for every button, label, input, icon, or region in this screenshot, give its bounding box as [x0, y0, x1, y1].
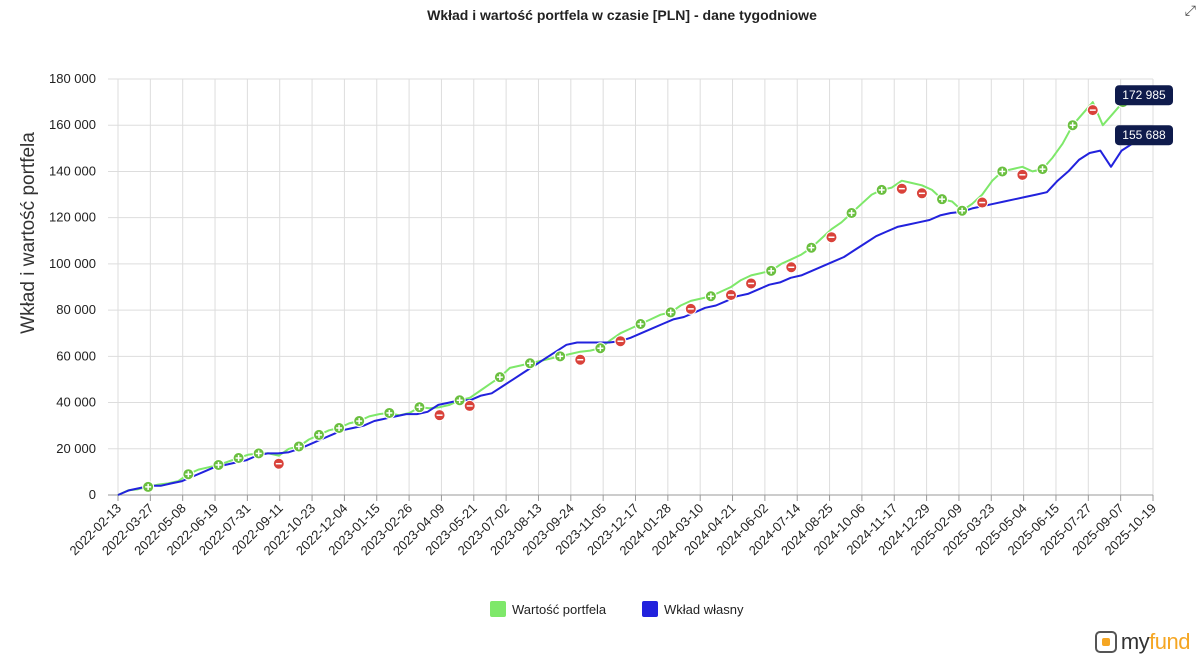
buy-marker: [333, 421, 346, 434]
sell-marker: [1086, 104, 1099, 117]
y-tick-label: 140 000: [49, 163, 96, 178]
brand-logo: myfund: [1094, 629, 1191, 655]
markers: [142, 96, 1129, 493]
portfolio-value-line: [117, 94, 1143, 496]
buy-marker: [1066, 119, 1079, 132]
sell-marker: [574, 353, 587, 366]
y-tick-label: 160 000: [49, 117, 96, 132]
buy-marker: [1036, 163, 1049, 176]
sell-marker: [825, 231, 838, 244]
y-tick-label: 40 000: [56, 395, 96, 410]
buy-marker: [212, 458, 225, 471]
last-value-labels: 172 985 155 688: [1115, 85, 1173, 146]
last-value-label: 172 985: [1115, 85, 1173, 106]
x-ticks: 2022-02-132022-03-272022-05-082022-06-19…: [66, 501, 1159, 559]
legend-item: Wkład własny: [642, 601, 744, 617]
chart-title: Wkład i wartość portfela w czasie [PLN] …: [427, 7, 817, 23]
sell-marker: [463, 399, 476, 412]
y-tick-label: 0: [89, 487, 96, 502]
buy-marker: [383, 406, 396, 419]
buy-marker: [493, 371, 506, 384]
grid: [108, 78, 1154, 501]
wallet-icon: [1094, 631, 1117, 653]
buy-marker: [765, 264, 778, 277]
buy-marker: [845, 207, 858, 220]
buy-marker: [554, 350, 567, 363]
buy-marker: [875, 183, 888, 196]
buy-marker: [594, 342, 607, 355]
sell-marker: [895, 182, 908, 195]
buy-marker: [182, 468, 195, 481]
sell-marker: [785, 261, 798, 274]
y-tick-label: 120 000: [49, 210, 96, 225]
sell-marker: [915, 187, 928, 200]
own-contribution-line: [117, 134, 1144, 496]
legend-label: Wartość portfela: [512, 602, 607, 617]
expand-icon[interactable]: ⤢: [1184, 2, 1196, 18]
buy-marker: [292, 440, 305, 453]
label-text: 172 985: [1122, 88, 1166, 102]
buy-marker: [252, 447, 265, 460]
buy-marker: [312, 428, 325, 441]
buy-marker: [353, 415, 366, 428]
buy-marker: [524, 357, 537, 370]
sell-marker: [724, 289, 737, 301]
y-tick-label: 100 000: [49, 256, 96, 271]
sell-marker: [745, 277, 758, 290]
sell-marker: [433, 409, 446, 422]
y-tick-label: 60 000: [56, 348, 96, 363]
y-ticks: 0 20 000 40 000 60 000 80 000 100 000 120 000 1…: [49, 71, 96, 502]
legend-swatch: [490, 601, 506, 617]
y-tick-label: 80 000: [56, 302, 96, 317]
buy-marker: [956, 204, 969, 217]
buy-marker: [634, 317, 647, 330]
legend-item: Wartość portfela: [490, 601, 607, 617]
sell-marker: [684, 302, 697, 315]
buy-marker: [413, 401, 426, 414]
legend-swatch: [642, 601, 658, 617]
buy-marker: [996, 165, 1009, 178]
label-text: 155 688: [1122, 128, 1166, 142]
label-box: [1115, 85, 1173, 106]
sell-marker: [1016, 168, 1029, 181]
sell-marker: [272, 457, 285, 470]
buy-marker: [232, 452, 245, 465]
last-value-label: 155 688: [1115, 125, 1173, 146]
buy-marker: [453, 394, 466, 407]
y-tick-label: 180 000: [49, 71, 96, 86]
sell-marker: [976, 196, 989, 209]
legend-label: Wkład własny: [664, 602, 744, 617]
buy-marker: [936, 193, 949, 206]
y-tick-label: 20 000: [56, 441, 96, 456]
brand-name: myfund: [1120, 629, 1191, 654]
legend: Wartość portfela Wkład własny: [490, 601, 744, 617]
label-box: [1115, 125, 1173, 146]
series-lines: [117, 94, 1144, 496]
buy-marker: [805, 241, 818, 254]
sell-marker: [614, 335, 627, 348]
buy-marker: [142, 480, 155, 493]
y-axis-label: Wkład i wartość portfela: [18, 132, 39, 334]
buy-marker: [664, 306, 677, 319]
buy-marker: [704, 290, 717, 303]
